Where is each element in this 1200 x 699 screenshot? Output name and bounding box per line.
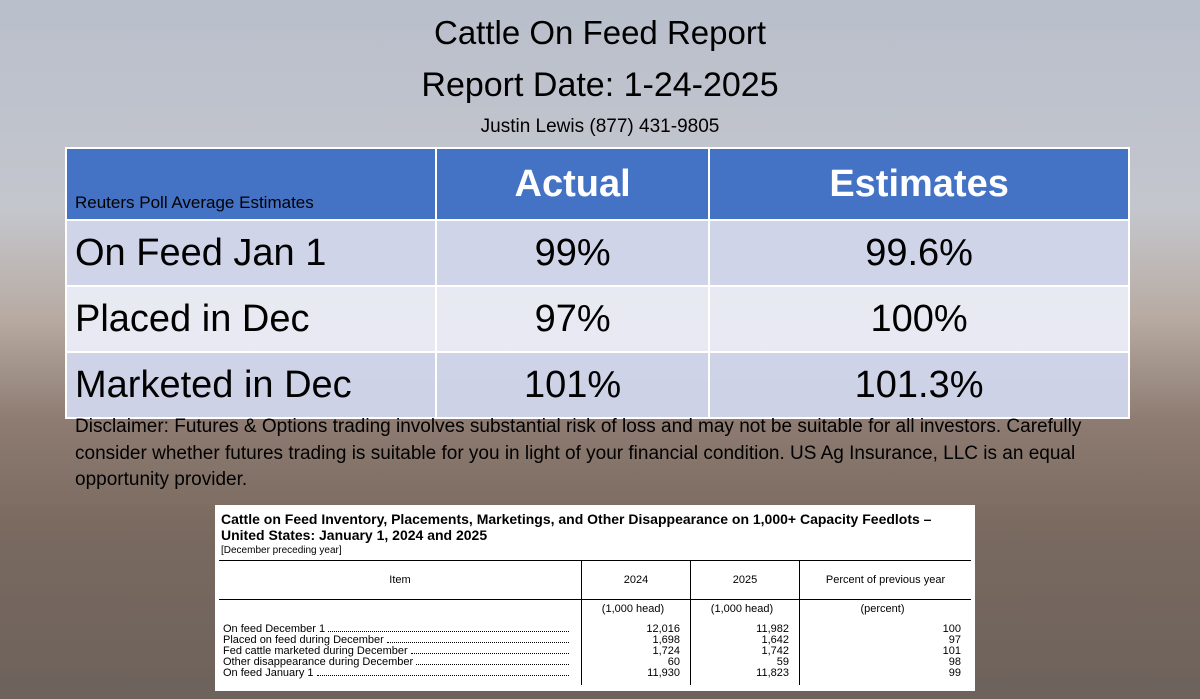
cell: 11,982 [690,624,800,635]
item: Placed on feed during December [223,635,571,646]
cell: 101 [799,646,971,657]
cell: 97% [434,285,711,353]
usda-report: Cattle on Feed Inventory, Placements, Ma… [215,505,975,691]
unit: (1,000 head) [581,599,691,624]
cell: 1,698 [581,635,691,646]
cell: Placed in Dec [65,285,437,353]
header-cell: 2025 [690,560,800,600]
leader-dots [316,668,569,676]
cell: 101% [434,351,711,419]
cell: 98 [799,657,971,668]
cell: 60 [581,657,691,668]
row: On feed January 1 11,930 11,823 99 [219,668,971,685]
item-label: On feed January 1 [223,667,314,679]
report-table: Item 2024 2025 Percent of previous year … [219,560,971,685]
header-cell: Reuters Poll Average Estimates [65,147,437,221]
title: Cattle On Feed Report [434,14,766,51]
header-cell: Estimates [708,147,1130,221]
item-label: Placed on feed during December [223,634,384,646]
cell: On feed January 1 [219,668,582,685]
cell: 100 [799,624,971,635]
report-date: Report Date: 1-24-2025 [421,66,779,104]
item-label: On feed December 1 [223,623,326,635]
row: Placed on feed during December 1,698 1,642… [219,635,971,646]
item: Fed cattle marketed during December [223,646,571,657]
cell: 100% [708,285,1130,353]
cell: 97 [799,635,971,646]
unit: (percent) [799,599,971,624]
item: On feed December 1 [223,624,571,635]
row: On Feed Jan 1 99% 99.6% [65,219,1130,287]
cell: Marketed in Dec [65,351,437,419]
report-note: [December preceding year] [221,545,342,556]
cell: 11,823 [690,668,800,685]
unit: (1,000 head) [690,599,800,624]
cell: 59 [690,657,800,668]
contact: Justin Lewis (877) 431-9805 [480,116,720,137]
item: On feed January 1 [223,668,571,679]
leader-dots [416,657,569,665]
header-cell: 2024 [581,560,691,600]
cell: 1,642 [690,635,800,646]
row: Placed in Dec 97% 100% [65,285,1130,353]
cell: 99 [799,668,971,685]
cell: Other disappearance during December [219,657,582,668]
cell: On feed December 1 [219,624,582,635]
item-label: Fed cattle marketed during December [223,645,408,657]
header-row: Reuters Poll Average Estimates Actual Es… [65,147,1130,221]
leader-dots [328,624,569,632]
item-label: Other disappearance during December [223,656,414,668]
cell: 1,742 [690,646,800,657]
row: Other disappearance during December 60 59 9… [219,657,971,668]
leader-dots [410,646,569,654]
cell: On Feed Jan 1 [65,219,437,287]
cell: Fed cattle marketed during December [219,646,582,657]
header-cell: Item [219,560,582,600]
row: Fed cattle marketed during December 1,724… [219,646,971,657]
cell [219,600,582,625]
report-title: Cattle on Feed Inventory, Placements, Ma… [221,511,932,543]
cell: 1,724 [581,646,691,657]
row: Marketed in Dec 101% 101.3% [65,351,1130,419]
cell: 99% [434,219,711,287]
header-cell: Percent of previous year [799,560,971,600]
row: On feed December 1 12,016 11,982 100 [219,624,971,635]
cell: 12,016 [581,624,691,635]
estimates-table: Reuters Poll Average Estimates Actual Es… [65,147,1130,419]
units-row: (1,000 head) (1,000 head) (percent) [219,599,971,625]
header-row: Item 2024 2025 Percent of previous year [219,560,971,600]
disclaimer: Disclaimer: Futures & Options trading in… [75,416,1082,490]
leader-dots [386,635,569,643]
cell: 99.6% [708,219,1130,287]
cell: Placed on feed during December [219,635,582,646]
cell: 11,930 [581,668,691,685]
header-cell: Actual [434,147,711,221]
cell: 101.3% [708,351,1130,419]
item: Other disappearance during December [223,657,571,668]
